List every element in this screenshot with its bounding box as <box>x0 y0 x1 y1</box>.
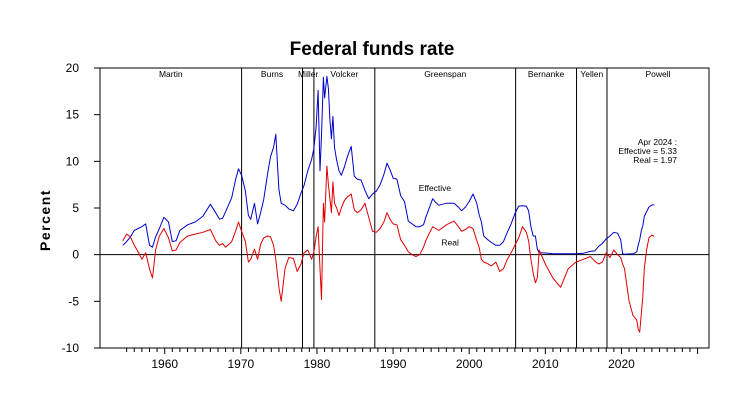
chair-label: Volcker <box>330 69 358 79</box>
chair-label: Miller <box>298 69 318 79</box>
x-tick-label: 1960 <box>151 357 178 371</box>
series-line <box>122 165 655 333</box>
x-tick-label: 1980 <box>304 357 331 371</box>
chair-label: Powell <box>645 69 670 79</box>
y-tick-label: 15 <box>66 108 80 122</box>
chair-label: Yellen <box>580 69 603 79</box>
annotation-line: Real = 1.97 <box>633 155 677 165</box>
chair-label: Martin <box>159 69 183 79</box>
x-tick-label: 1990 <box>380 357 407 371</box>
series-label: Real <box>441 237 459 247</box>
plot-frame <box>99 67 710 349</box>
chair-labels: Martin Burns Miller Volcker Greenspan Bernank… <box>159 69 671 79</box>
x-tick-label: 2020 <box>608 357 635 371</box>
y-axis-label: Percent <box>37 189 53 251</box>
y-tick-label: -10 <box>62 341 80 355</box>
x-tick-label: 2000 <box>456 357 483 371</box>
x-axis: 1960 1970 1980 1990 2000 2010 2020 <box>126 348 699 371</box>
chair-dividers <box>241 68 608 348</box>
annotation-line: Apr 2024 : <box>638 137 677 147</box>
series-label: Effective <box>419 183 452 193</box>
chart-title: Federal funds rate <box>290 39 455 60</box>
y-tick-label: 0 <box>72 248 79 262</box>
series-labels: Effective Real <box>419 183 459 247</box>
x-tick-label: 1970 <box>227 357 254 371</box>
y-axis: -10 -5 0 5 10 15 20 <box>62 61 100 355</box>
series-lines <box>122 75 655 333</box>
y-tick-label: 5 <box>72 201 79 215</box>
chair-label: Bernanke <box>528 69 565 79</box>
annotation-line: Effective = 5.33 <box>618 146 677 156</box>
chair-label: Burns <box>261 69 283 79</box>
y-tick-label: -5 <box>68 294 79 308</box>
series-line <box>122 75 655 255</box>
y-tick-label: 10 <box>66 154 80 168</box>
x-tick-label: 2010 <box>532 357 559 371</box>
chair-label: Greenspan <box>424 69 466 79</box>
y-tick-label: 20 <box>66 61 80 75</box>
